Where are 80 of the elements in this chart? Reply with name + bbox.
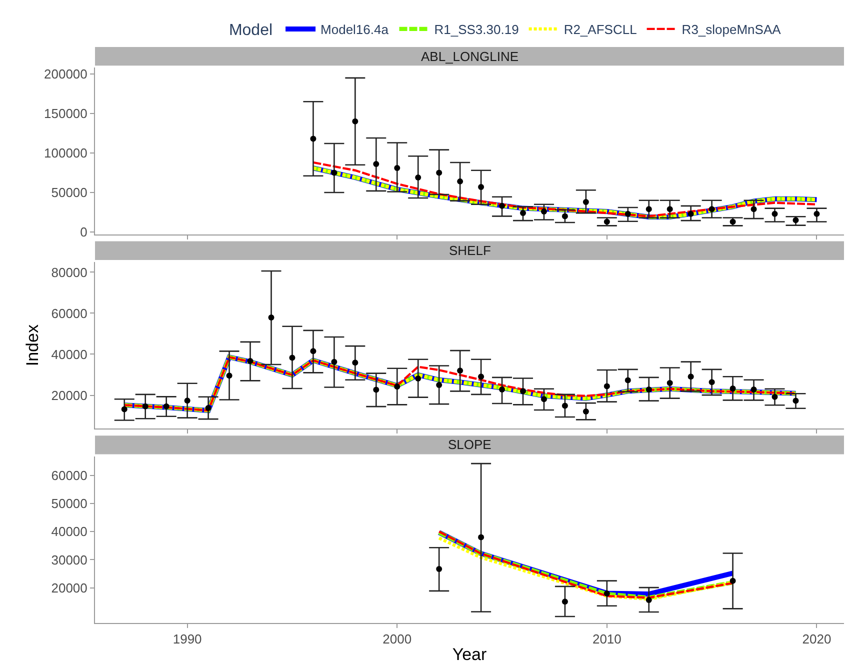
point — [540, 396, 547, 402]
x-tick-label: 1990 — [172, 632, 202, 647]
x-tick-label: 2010 — [592, 632, 622, 647]
y-tick-label: 80000 — [51, 264, 88, 280]
point — [163, 403, 170, 410]
point — [814, 210, 820, 217]
point — [268, 314, 274, 321]
legend-label: R3_slopeMnSAA — [682, 22, 782, 38]
point — [331, 170, 338, 176]
point — [730, 578, 736, 584]
point — [478, 534, 484, 540]
y-tick-label: 150000 — [44, 106, 88, 122]
point — [708, 379, 715, 386]
x-tick-label: 2000 — [382, 632, 412, 647]
point — [373, 386, 380, 393]
y-tick-label: 50000 — [51, 185, 88, 200]
point — [310, 348, 316, 354]
point — [436, 566, 442, 572]
point — [478, 184, 484, 190]
y-tick-label: 40000 — [51, 524, 88, 540]
point — [415, 375, 422, 382]
point — [352, 360, 358, 366]
point — [247, 358, 254, 364]
point — [604, 218, 610, 225]
point — [646, 386, 652, 393]
point — [226, 372, 232, 379]
y-tick-label: 50000 — [51, 496, 88, 512]
point — [792, 217, 799, 224]
point — [436, 170, 442, 176]
point — [121, 406, 128, 412]
point — [688, 210, 694, 217]
y-tick-label: 0 — [80, 224, 88, 240]
point — [666, 380, 673, 386]
legend-label: R1_SS3.30.19 — [434, 22, 519, 38]
point — [730, 385, 736, 392]
legend-title: Model — [228, 22, 273, 39]
y-axis-title: Index — [22, 324, 42, 366]
y-tick-label: 30000 — [51, 552, 88, 568]
point — [562, 598, 568, 605]
point — [646, 596, 652, 603]
chart-title: ABL_LONGLINE — [421, 49, 519, 64]
point — [394, 165, 400, 172]
point — [688, 374, 694, 380]
point — [604, 383, 610, 390]
x-axis-title: Year — [452, 645, 488, 664]
y-tick-label: 100000 — [44, 146, 88, 161]
y-tick-label: 20000 — [51, 580, 88, 596]
point — [604, 590, 610, 596]
point — [772, 210, 778, 217]
point — [205, 404, 212, 411]
point — [184, 398, 190, 404]
y-tick-label: 20000 — [51, 388, 88, 403]
point — [582, 198, 589, 205]
point — [457, 178, 464, 184]
y-tick-label: 60000 — [51, 468, 88, 483]
point — [310, 136, 316, 142]
point — [352, 118, 358, 124]
point — [394, 384, 400, 390]
point — [520, 388, 526, 394]
point — [562, 402, 568, 409]
point — [730, 218, 736, 225]
chart-title: SHELF — [449, 243, 491, 258]
legend-label: R2_AFSCLL — [564, 22, 637, 38]
point — [624, 377, 631, 384]
legend-label: Model16.4a — [320, 22, 390, 38]
point — [499, 386, 506, 393]
point — [331, 358, 338, 365]
point — [373, 161, 380, 168]
point — [478, 374, 484, 380]
y-tick-label: 40000 — [51, 346, 88, 362]
point — [142, 403, 148, 410]
x-tick-label: 2020 — [802, 632, 832, 647]
point — [436, 382, 442, 388]
y-tick-label: 60000 — [51, 306, 88, 321]
y-tick-label: 200000 — [44, 66, 88, 82]
chart-title: SLOPE — [448, 437, 492, 452]
point — [457, 368, 464, 374]
point — [415, 174, 422, 180]
point — [750, 386, 757, 393]
point — [289, 354, 296, 361]
